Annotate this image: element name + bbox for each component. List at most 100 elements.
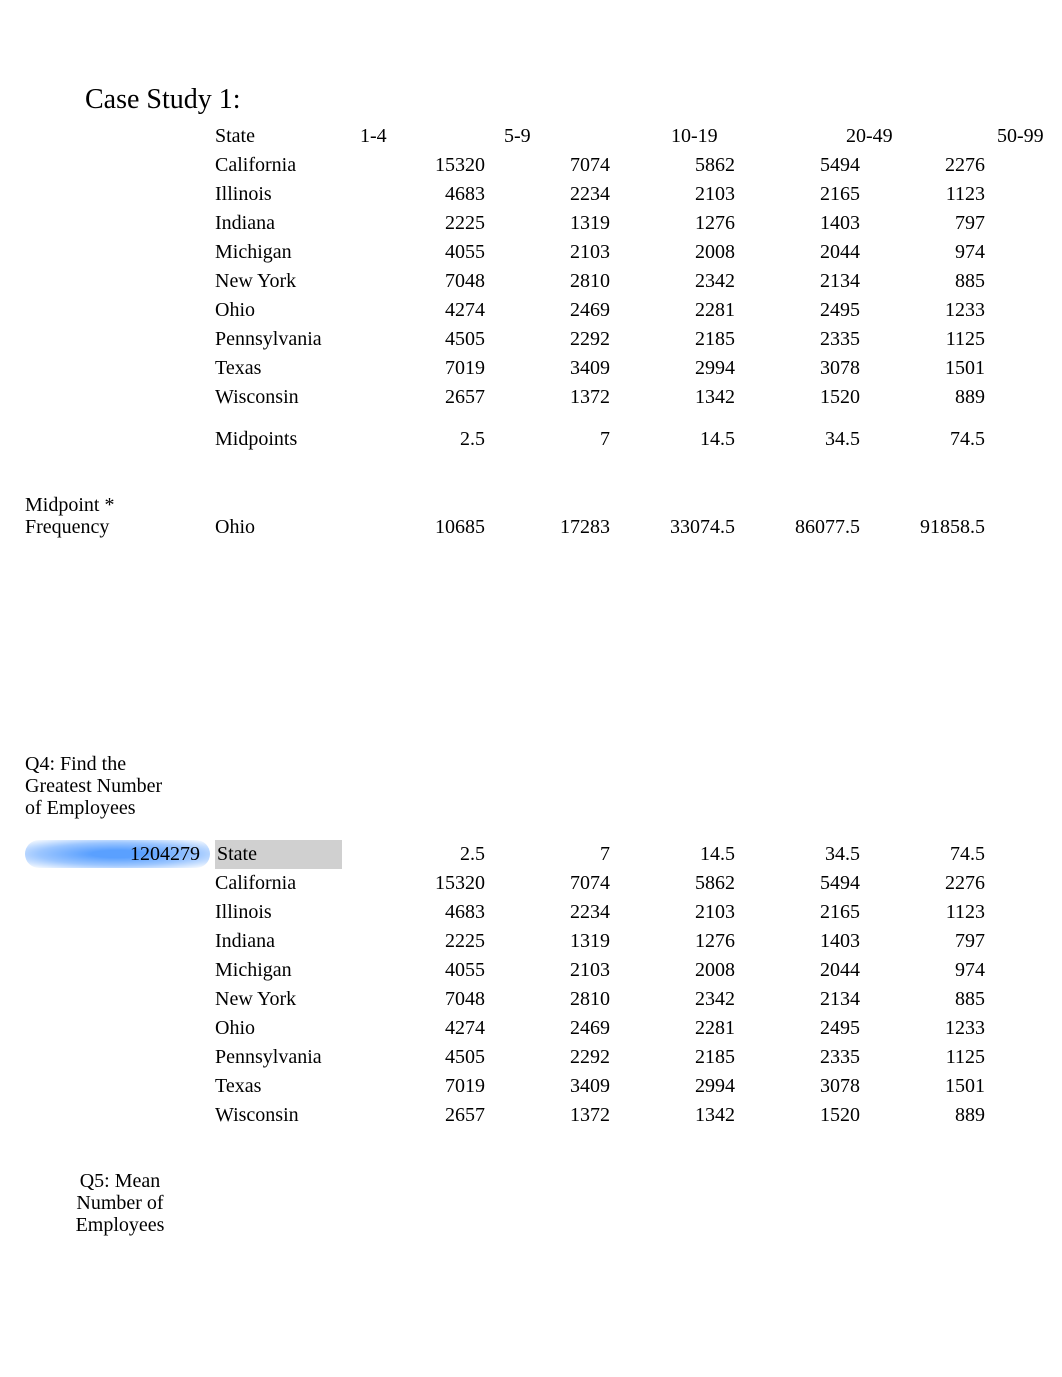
table1-header-row: State 1-4 5-9 10-19 20-49 50-99 — [215, 122, 1062, 151]
value-cell: 2810 — [485, 985, 610, 1014]
col-header-14p5: 14.5 — [610, 840, 735, 869]
table-row: New York7048281023422134885 — [215, 985, 985, 1014]
value-cell: 7048 — [360, 267, 485, 296]
state-cell: Texas — [215, 354, 360, 383]
value-cell: 1276 — [610, 927, 735, 956]
state-cell: Pennsylvania — [215, 1043, 360, 1072]
midpoints-label: Midpoints — [215, 428, 297, 451]
value-cell: 4055 — [360, 238, 485, 267]
value-cell: 2103 — [610, 898, 735, 927]
state-cell: New York — [215, 267, 360, 296]
table-row: Indiana2225131912761403797 — [215, 927, 985, 956]
table-row: Indiana2225131912761403797 — [215, 209, 1062, 238]
table-row: Illinois46832234210321651123 — [215, 180, 1062, 209]
table-row: Ohio42742469228124951233 — [215, 1014, 985, 1043]
value-cell: 7074 — [485, 151, 610, 180]
value-cell: 797 — [860, 927, 985, 956]
state-cell: Ohio — [215, 1014, 360, 1043]
table-row: Wisconsin2657137213421520889 — [215, 383, 1062, 412]
table-row: Illinois46832234210321651123 — [215, 898, 985, 927]
value-cell: 2044 — [735, 238, 860, 267]
value-cell: 2335 — [735, 1043, 860, 1072]
value-cell: 1319 — [485, 209, 610, 238]
value-cell: 2276 — [860, 869, 985, 898]
value-cell: 1319 — [485, 927, 610, 956]
value-cell: 1403 — [735, 927, 860, 956]
midpoint-val: 34.5 — [735, 428, 860, 451]
state-cell: New York — [215, 985, 360, 1014]
q4-line1: Q4: Find the — [25, 753, 126, 775]
value-cell: 885 — [860, 267, 985, 296]
value-cell: 797 — [860, 209, 985, 238]
state-cell: Michigan — [215, 238, 360, 267]
value-cell: 1342 — [610, 1101, 735, 1130]
value-cell: 15320 — [360, 869, 485, 898]
value-cell: 4274 — [360, 1014, 485, 1043]
value-cell: 2994 — [610, 354, 735, 383]
value-cell: 5494 — [735, 869, 860, 898]
value-cell: 7048 — [360, 985, 485, 1014]
value-cell: 4683 — [360, 898, 485, 927]
col-header-5-9: 5-9 — [480, 122, 629, 151]
table-row: Michigan4055210320082044974 — [215, 956, 985, 985]
value-cell: 2495 — [735, 296, 860, 325]
selected-value: 1204279 — [25, 840, 200, 868]
value-cell: 7074 — [485, 869, 610, 898]
value-cell: 5494 — [735, 151, 860, 180]
table-q4: State 2.5 7 14.5 34.5 74.5 California153… — [215, 840, 985, 1130]
col-header-74p5: 74.5 — [860, 840, 985, 869]
table-row: New York7048281023422134885 — [215, 267, 1062, 296]
mfreq-values: 10685 17283 33074.5 86077.5 91858.5 — [360, 516, 985, 539]
value-cell: 2335 — [735, 325, 860, 354]
value-cell: 2342 — [610, 267, 735, 296]
value-cell: 2103 — [485, 956, 610, 985]
value-cell: 1403 — [735, 209, 860, 238]
value-cell: 7019 — [360, 354, 485, 383]
mfreq-val: 86077.5 — [735, 516, 860, 539]
mfreq-label-line2: Frequency — [25, 516, 109, 538]
mfreq-val: 33074.5 — [610, 516, 735, 539]
value-cell: 2342 — [610, 985, 735, 1014]
selected-cell[interactable]: 1204279 — [25, 840, 210, 868]
document-page: Case Study 1: State 1-4 5-9 10-19 20-49 … — [0, 0, 1062, 1377]
value-cell: 2281 — [610, 296, 735, 325]
value-cell: 1125 — [860, 325, 985, 354]
mfreq-label-line1: Midpoint * — [25, 494, 114, 516]
table-row: Wisconsin2657137213421520889 — [215, 1101, 985, 1130]
q4-line3: of Employees — [25, 797, 136, 819]
q5-line3: Employees — [76, 1214, 165, 1236]
value-cell: 2134 — [735, 985, 860, 1014]
value-cell: 2165 — [735, 180, 860, 209]
value-cell: 2185 — [610, 325, 735, 354]
value-cell: 1520 — [735, 383, 860, 412]
value-cell: 4274 — [360, 296, 485, 325]
value-cell: 889 — [860, 383, 985, 412]
midpoint-val: 2.5 — [360, 428, 485, 451]
value-cell: 1520 — [735, 1101, 860, 1130]
value-cell: 1372 — [485, 383, 610, 412]
value-cell: 1501 — [860, 1072, 985, 1101]
state-cell: Texas — [215, 1072, 360, 1101]
midpoint-val: 7 — [485, 428, 610, 451]
table-row: California153207074586254942276 — [215, 151, 1062, 180]
value-cell: 2994 — [610, 1072, 735, 1101]
midpoint-frequency-label: Midpoint * Frequency — [25, 494, 114, 538]
state-cell: California — [215, 151, 360, 180]
state-cell: Wisconsin — [215, 383, 360, 412]
state-cell: Indiana — [215, 927, 360, 956]
value-cell: 2185 — [610, 1043, 735, 1072]
col-header-50-99: 50-99 — [971, 122, 1062, 151]
midpoint-val: 14.5 — [610, 428, 735, 451]
table-case-study-1: State 1-4 5-9 10-19 20-49 50-99 Californ… — [215, 122, 1062, 412]
value-cell: 3078 — [735, 1072, 860, 1101]
table-row: Texas70193409299430781501 — [215, 354, 1062, 383]
value-cell: 3409 — [485, 1072, 610, 1101]
value-cell: 2103 — [610, 180, 735, 209]
col-header-state: State — [215, 840, 342, 869]
value-cell: 2234 — [485, 898, 610, 927]
midpoints-values: 2.5 7 14.5 34.5 74.5 — [360, 428, 985, 451]
state-cell: Indiana — [215, 209, 360, 238]
value-cell: 5862 — [610, 151, 735, 180]
value-cell: 2292 — [485, 325, 610, 354]
value-cell: 3409 — [485, 354, 610, 383]
